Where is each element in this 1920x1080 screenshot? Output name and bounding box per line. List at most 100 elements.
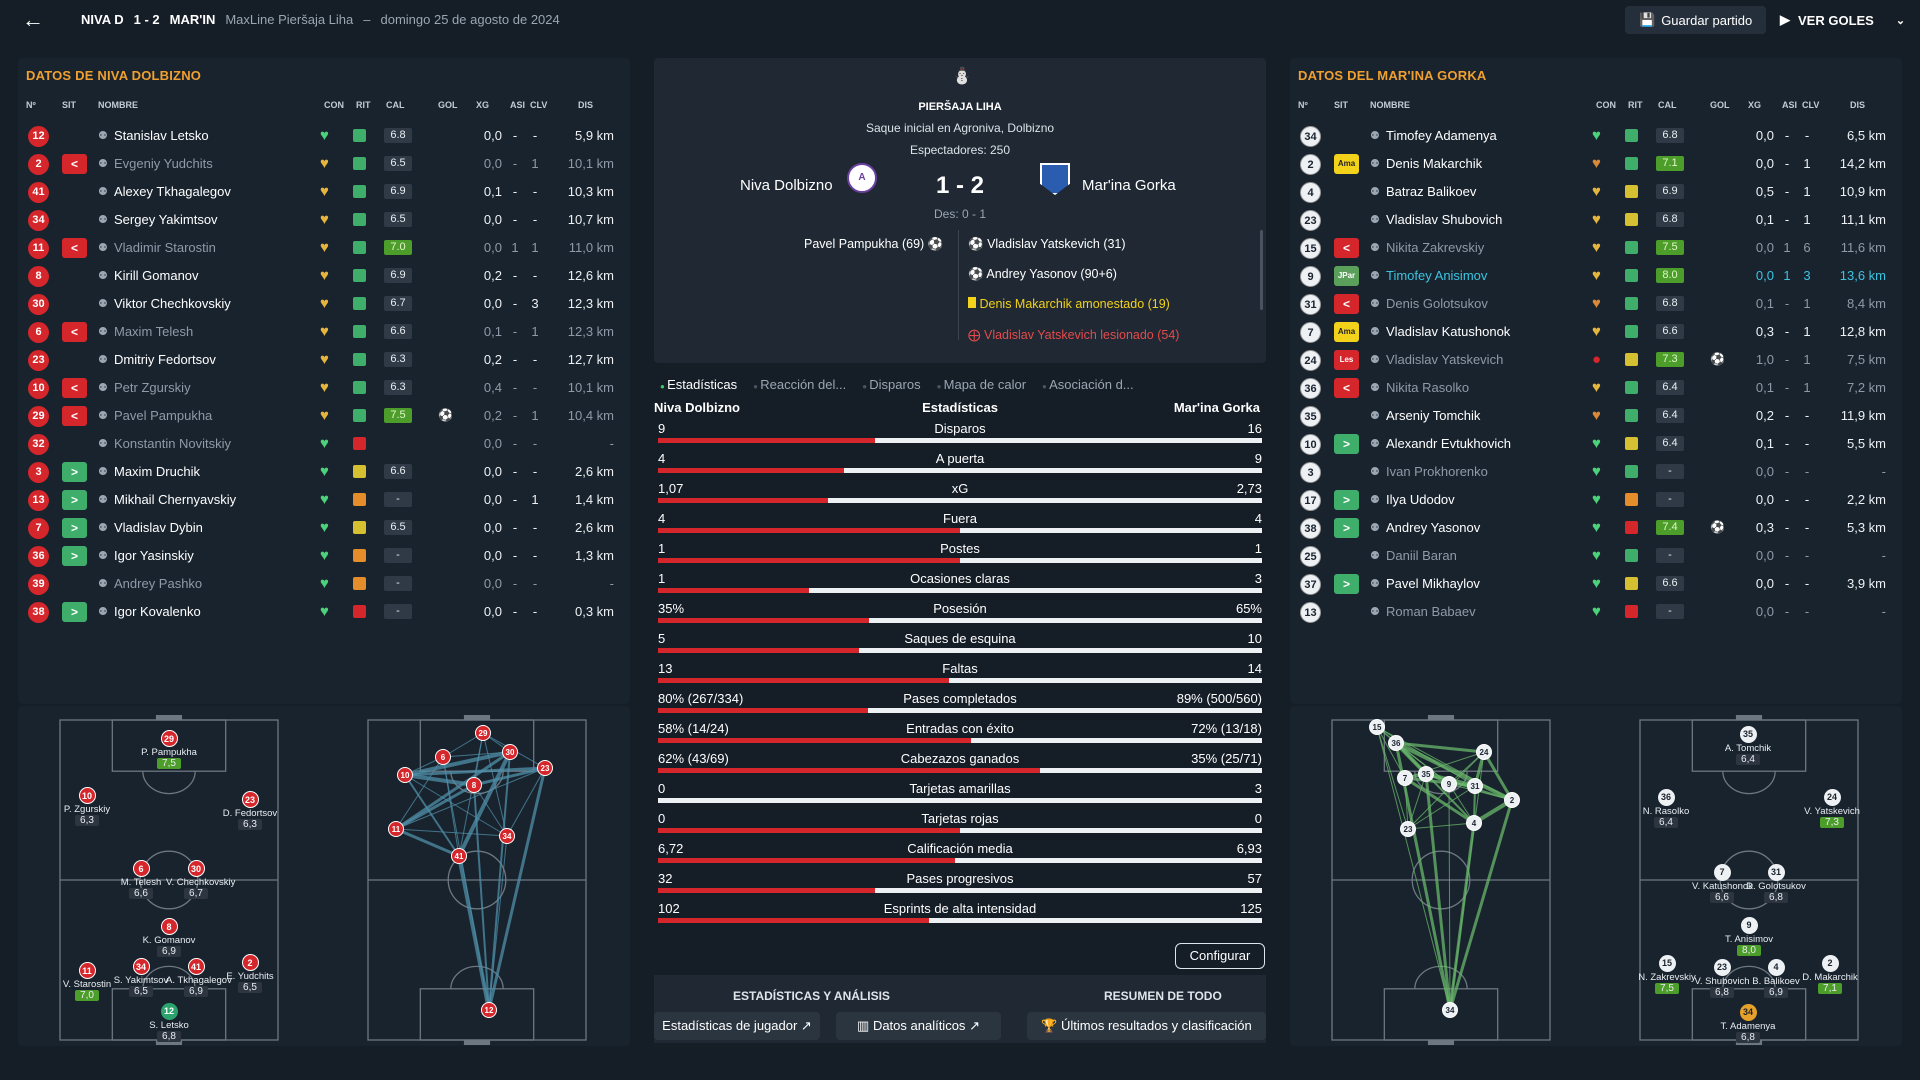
player-name[interactable]: Batraz Balikoev xyxy=(1386,184,1477,199)
formation-player[interactable]: 24 V. Yatskevich 7,3 xyxy=(1802,789,1862,828)
player-row[interactable]: 38 > ⚉ Andrey Yasonov ♥ 7.4 ⚽ 0,3- -5,3 km xyxy=(1290,514,1902,542)
save-match-button[interactable]: 💾 Guardar partido xyxy=(1625,6,1767,34)
player-row[interactable]: 24 Les ⚉ Vladislav Yatskevich ● 7.3 ⚽ 1,0-1 7,5 … xyxy=(1290,346,1902,374)
player-row[interactable]: 36 > ⚉ Igor Yasinskiy ♥ -0,0- -1,3 km xyxy=(18,542,630,570)
player-row[interactable]: 23 ⚉ Vladislav Shubovich ♥ 6.8 0,1-1 11,1 km xyxy=(1290,206,1902,234)
player-name[interactable]: Viktor Chechkovskiy xyxy=(114,296,231,311)
player-row[interactable]: 31 < ⚉ Denis Golotsukov ♥ 6.8 0,1-1 8,4 km xyxy=(1290,290,1902,318)
tab-statistics[interactable]: Estadísticas xyxy=(660,377,737,392)
player-name[interactable]: Vladislav Katushonok xyxy=(1386,324,1511,339)
player-row[interactable]: 34 ⚉ Sergey Yakimtsov ♥ 6.5 0,0- -10,7 km xyxy=(18,206,630,234)
player-row[interactable]: 12 ⚉ Stanislav Letsko ♥ 6.8 0,0- -5,9 km xyxy=(18,122,630,150)
player-name[interactable]: Alexey Tkhagalegov xyxy=(114,184,231,199)
player-name[interactable]: Konstantin Novitskiy xyxy=(114,436,232,451)
player-row[interactable]: 15 < ⚉ Nikita Zakrevskiy ♥ 7.5 0,0 1 6 11,6 km xyxy=(1290,234,1902,262)
player-row[interactable]: 25 ⚉ Daniil Baran ♥ -0,0- - - xyxy=(1290,542,1902,570)
player-row[interactable]: 10 < ⚉ Petr Zgurskiy ♥ 6.3 0,4- -10,1 km xyxy=(18,374,630,402)
tab-partnerships[interactable]: Asociación d... xyxy=(1042,377,1134,392)
player-row[interactable]: 37 > ⚉ Pavel Mikhaylov ♥ 6.6 0,0- -3,9 km xyxy=(1290,570,1902,598)
back-arrow-icon[interactable]: ← xyxy=(22,7,44,32)
away-team-name[interactable]: Mar'ina Gorka xyxy=(1082,177,1176,194)
player-name[interactable]: Denis Makarchik xyxy=(1386,156,1483,171)
player-row[interactable]: 23 ⚉ Dmitriy Fedortsov ♥ 6.3 0,2- -12,7 km xyxy=(18,346,630,374)
player-row[interactable]: 3 > ⚉ Maxim Druchik ♥ 6.6 0,0- -2,6 km xyxy=(18,458,630,486)
player-name[interactable]: Igor Kovalenko xyxy=(114,604,201,619)
formation-player[interactable]: 4 B. Balikoev 6,9 xyxy=(1746,959,1806,998)
player-row[interactable]: 36 < ⚉ Nikita Rasolko ♥ 6.4 0,1-1 7,2 km xyxy=(1290,374,1902,402)
player-name[interactable]: Daniil Baran xyxy=(1386,548,1457,563)
view-goals-button[interactable]: ▶ VER GOLES ⌄ xyxy=(1780,6,1905,34)
player-name[interactable]: Ilya Udodov xyxy=(1386,492,1455,507)
formation-player[interactable]: 7 V. Katushonok 6,6 xyxy=(1692,864,1753,903)
formation-player[interactable]: 8 K. Gomanov 6,9 xyxy=(139,918,199,957)
player-name[interactable]: Andrey Yasonov xyxy=(1386,520,1481,535)
formation-player[interactable]: 35 A. Tomchik 6,4 xyxy=(1718,726,1778,765)
formation-player[interactable]: 2 D. Makarchik 7,1 xyxy=(1800,955,1860,994)
player-name[interactable]: Nikita Zakrevskiy xyxy=(1386,240,1485,255)
configure-button[interactable]: Configurar xyxy=(1175,943,1265,969)
formation-player[interactable]: 6 M. Telesh 6,6 xyxy=(111,860,171,899)
formation-player[interactable]: 41 A. Tkhagalegov 6,9 xyxy=(166,958,232,997)
player-name[interactable]: Maxim Druchik xyxy=(114,464,200,479)
player-row[interactable]: 6 < ⚉ Maxim Telesh ♥ 6.6 0,1-1 12,3 km xyxy=(18,318,630,346)
player-name[interactable]: Vladislav Shubovich xyxy=(1386,212,1503,227)
player-name[interactable]: Maxim Telesh xyxy=(114,324,194,339)
formation-player[interactable]: 9 T. Anisimov 8,0 xyxy=(1719,917,1779,956)
player-name[interactable]: Alexandr Evtukhovich xyxy=(1386,436,1512,451)
player-name[interactable]: Stanislav Letsko xyxy=(114,128,209,143)
player-row[interactable]: 4 ⚉ Batraz Balikoev ♥ 6.9 0,5-1 10,9 km xyxy=(1290,178,1902,206)
formation-player[interactable]: 10 P. Zgurskiy 6,3 xyxy=(57,787,117,826)
formation-player[interactable]: 12 S. Letsko 6,8 xyxy=(139,1003,199,1042)
formation-player[interactable]: 11 V. Starostin 7,0 xyxy=(57,962,117,1001)
player-name[interactable]: Timofey Adamenya xyxy=(1386,128,1497,143)
player-name[interactable]: Andrey Pashko xyxy=(114,576,203,591)
player-name[interactable]: Vladimir Starostin xyxy=(114,240,216,255)
player-row[interactable]: 34 ⚉ Timofey Adamenya ♥ 6.8 0,0- -6,5 km xyxy=(1290,122,1902,150)
home-crest-icon[interactable]: A xyxy=(847,163,877,193)
formation-player[interactable]: 15 N. Zakrevskiy 7,5 xyxy=(1637,955,1697,994)
player-row[interactable]: 2 Ama ⚉ Denis Makarchik ♥ 7.1 0,0-1 14,2 km xyxy=(1290,150,1902,178)
results-table-button[interactable]: 🏆 Últimos resultados y clasificación xyxy=(1027,1012,1266,1040)
tab-reaction[interactable]: Reacción del... xyxy=(753,377,846,392)
player-name[interactable]: Pavel Pampukha xyxy=(114,408,213,423)
player-row[interactable]: 7 > ⚉ Vladislav Dybin ♥ 6.5 0,0- -2,6 km xyxy=(18,514,630,542)
formation-player[interactable]: 23 V. Shubovich 6,8 xyxy=(1692,959,1752,998)
player-name[interactable]: Dmitriy Fedortsov xyxy=(114,352,216,367)
player-name[interactable]: Denis Golotsukov xyxy=(1386,296,1488,311)
player-name[interactable]: Vladislav Yatskevich xyxy=(1386,352,1504,367)
player-row[interactable]: 3 ⚉ Ivan Prokhorenko ♥ -0,0- - - xyxy=(1290,458,1902,486)
analytics-button[interactable]: ▥ Datos analíticos ↗ xyxy=(836,1012,1001,1040)
formation-player[interactable]: 2 E. Yudchits 6,5 xyxy=(220,954,280,993)
player-row[interactable]: 17 > ⚉ Ilya Udodov ♥ -0,0- -2,2 km xyxy=(1290,486,1902,514)
player-row[interactable]: 32 ⚉ Konstantin Novitskiy ♥ 0,0- - - xyxy=(18,430,630,458)
player-row[interactable]: 13 ⚉ Roman Babaev ♥ -0,0- - - xyxy=(1290,598,1902,626)
player-row[interactable]: 39 ⚉ Andrey Pashko ♥ -0,0- - - xyxy=(18,570,630,598)
player-name[interactable]: Kirill Gomanov xyxy=(114,268,199,283)
player-name[interactable]: Sergey Yakimtsov xyxy=(114,212,218,227)
tab-shots[interactable]: Disparos xyxy=(862,377,920,392)
player-row[interactable]: 29 < ⚉ Pavel Pampukha ♥ 7.5 ⚽ 0,2-1 10,4 km xyxy=(18,402,630,430)
player-name[interactable]: Pavel Mikhaylov xyxy=(1386,576,1480,591)
formation-player[interactable]: 36 N. Rasolko 6,4 xyxy=(1636,789,1696,828)
player-name[interactable]: Nikita Rasolko xyxy=(1386,380,1470,395)
player-row[interactable]: 2 < ⚉ Evgeniy Yudchits ♥ 6.5 0,0-1 10,1 km xyxy=(18,150,630,178)
formation-player[interactable]: 34 T. Adamenya 6,8 xyxy=(1718,1004,1778,1043)
tab-heatmap[interactable]: Mapa de calor xyxy=(937,377,1026,392)
player-name[interactable]: Vladislav Dybin xyxy=(114,520,203,535)
player-row[interactable]: 30 ⚉ Viktor Chechkovskiy ♥ 6.7 0,0-3 12,3 km xyxy=(18,290,630,318)
player-row[interactable]: 9 JPar ⚉ Timofey Anisimov ♥ 8.0 0,0 1 3 13,6 km xyxy=(1290,262,1902,290)
player-name[interactable]: Petr Zgurskiy xyxy=(114,380,191,395)
player-name[interactable]: Evgeniy Yudchits xyxy=(114,156,213,171)
player-row[interactable]: 10 > ⚉ Alexandr Evtukhovich ♥ 6.4 0,1- -5,5 km xyxy=(1290,430,1902,458)
player-row[interactable]: 11 < ⚉ Vladimir Starostin ♥ 7.0 0,0 1 1 11,0 km xyxy=(18,234,630,262)
player-row[interactable]: 38 > ⚉ Igor Kovalenko ♥ -0,0- -0,3 km xyxy=(18,598,630,626)
player-row[interactable]: 7 Ama ⚉ Vladislav Katushonok ♥ 6.6 0,3-1 12,8 k… xyxy=(1290,318,1902,346)
player-name[interactable]: Mikhail Chernyavskiy xyxy=(114,492,237,507)
player-name[interactable]: Roman Babaev xyxy=(1386,604,1476,619)
home-team-name[interactable]: Niva Dolbizno xyxy=(740,177,833,194)
player-name[interactable]: Igor Yasinskiy xyxy=(114,548,194,563)
events-scrollbar[interactable] xyxy=(1260,230,1263,310)
formation-player[interactable]: 31 D. Golotsukov 6,8 xyxy=(1746,864,1806,903)
player-row[interactable]: 13 > ⚉ Mikhail Chernyavskiy ♥ -0,0-1 1,4 km xyxy=(18,486,630,514)
formation-player[interactable]: 30 V. Chechkovskiy 6,7 xyxy=(166,860,235,899)
